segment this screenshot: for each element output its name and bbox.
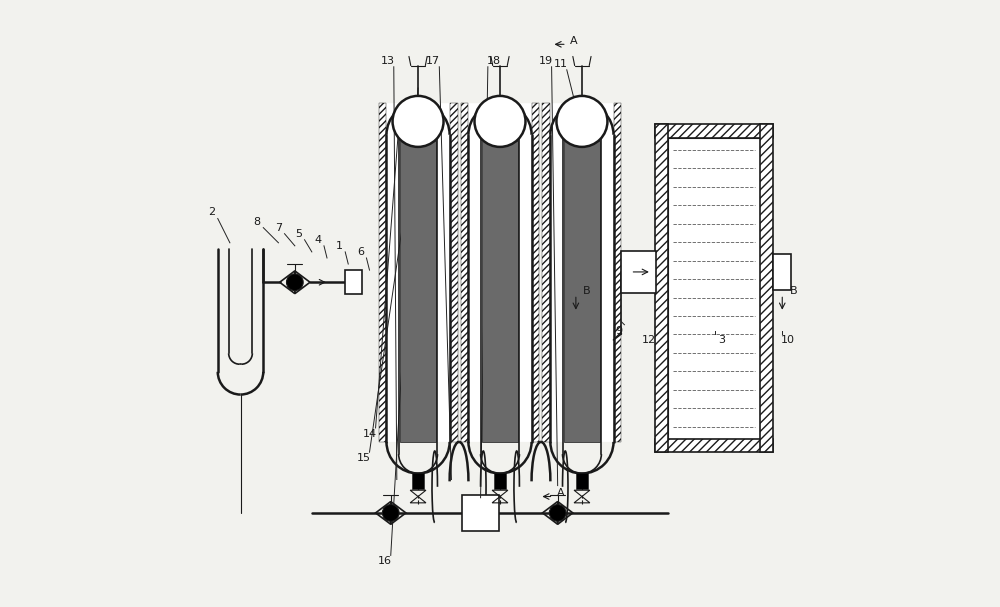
Text: 12: 12 [642, 335, 656, 345]
Bar [461, 103, 468, 442]
FancyBboxPatch shape [386, 103, 450, 442]
Text: B: B [583, 287, 591, 296]
Bar [655, 439, 773, 452]
Bar [345, 270, 362, 294]
Text: 10: 10 [781, 335, 795, 345]
Bar [760, 124, 773, 452]
Bar [621, 251, 656, 293]
Bar [494, 104, 506, 120]
Text: 16: 16 [378, 557, 392, 566]
Text: 7: 7 [275, 223, 282, 232]
Bar [576, 473, 588, 489]
Bar [482, 141, 518, 442]
Text: 6: 6 [357, 247, 364, 257]
Bar [542, 103, 550, 442]
FancyBboxPatch shape [550, 103, 614, 442]
Bar [564, 141, 600, 442]
Bar [462, 495, 499, 531]
Text: 14: 14 [362, 429, 377, 439]
Text: B: B [790, 287, 797, 296]
Text: 11: 11 [554, 59, 568, 69]
Text: 2: 2 [208, 208, 215, 217]
Bar [412, 473, 424, 489]
FancyBboxPatch shape [468, 103, 532, 442]
Bar [532, 103, 539, 442]
Bar [655, 124, 668, 452]
Text: A: A [570, 36, 577, 46]
Bar [668, 138, 760, 439]
Bar [450, 103, 458, 442]
Circle shape [393, 96, 444, 147]
Text: 18: 18 [487, 56, 501, 66]
Text: 17: 17 [426, 56, 440, 66]
Bar [655, 124, 773, 138]
Text: 1: 1 [336, 241, 343, 251]
Text: 13: 13 [381, 56, 395, 66]
Text: 3: 3 [718, 335, 725, 345]
Circle shape [475, 96, 525, 147]
Text: A: A [556, 489, 564, 498]
Bar [576, 104, 588, 120]
Text: 15: 15 [356, 453, 370, 463]
Bar [400, 141, 436, 442]
Bar [494, 473, 506, 489]
Circle shape [556, 96, 607, 147]
Circle shape [382, 504, 399, 521]
Circle shape [549, 504, 566, 521]
Bar [773, 254, 791, 290]
Text: 8: 8 [254, 217, 261, 226]
Circle shape [286, 274, 303, 291]
Bar [412, 104, 424, 120]
Bar [379, 103, 386, 442]
Text: 4: 4 [314, 235, 321, 245]
Text: 9: 9 [615, 326, 622, 336]
Text: 5: 5 [295, 229, 302, 239]
Bar [614, 103, 621, 442]
Text: 19: 19 [538, 56, 553, 66]
